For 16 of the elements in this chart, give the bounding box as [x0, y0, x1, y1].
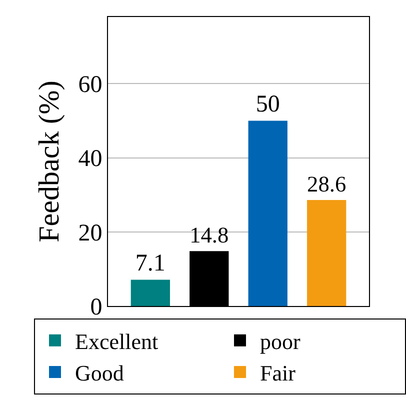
legend-label: Fair	[260, 360, 296, 386]
bar	[248, 120, 288, 306]
bar	[307, 200, 346, 306]
legend-label: poor	[260, 328, 301, 354]
data-label: 7.1	[135, 250, 166, 277]
y-tick-label: 0	[90, 294, 102, 320]
legend-label: Good	[75, 360, 124, 386]
y-tick-label: 40	[78, 146, 102, 172]
data-label: 28.6	[307, 171, 346, 196]
y-tick-label: 60	[78, 72, 102, 98]
y-tick-label: 20	[78, 220, 102, 246]
data-label: 50	[256, 92, 280, 118]
y-axis-title: Feedback (%)	[34, 80, 66, 242]
data-label: 14.8	[190, 222, 229, 248]
legend-label: Excellent	[75, 328, 158, 354]
bar	[130, 280, 170, 306]
